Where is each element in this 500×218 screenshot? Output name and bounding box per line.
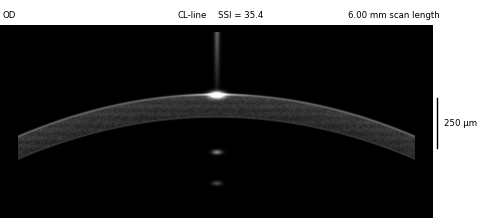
Text: CL-line: CL-line: [178, 10, 207, 20]
Text: SSI = 35.4: SSI = 35.4: [218, 10, 263, 20]
Text: OD: OD: [2, 10, 16, 20]
Text: 250 μm: 250 μm: [444, 119, 477, 128]
Text: 6.00 mm scan length: 6.00 mm scan length: [348, 10, 440, 20]
